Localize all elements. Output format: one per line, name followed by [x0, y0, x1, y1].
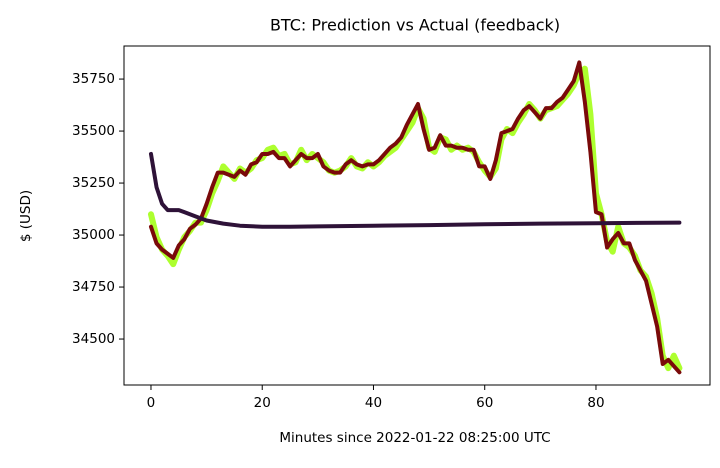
chart-title: BTC: Prediction vs Actual (feedback)	[270, 16, 560, 35]
y-tick-label: 34750	[72, 279, 115, 295]
y-tick-label: 35000	[72, 227, 115, 243]
y-axis-label: $ (USD)	[18, 190, 34, 242]
series-line	[148, 60, 682, 375]
y-tick-label: 35750	[72, 71, 115, 87]
axes-frame	[123, 45, 711, 386]
x-tick-label: 80	[587, 395, 604, 411]
x-axis-label: Minutes since 2022-01-22 08:25:00 UTC	[279, 430, 550, 446]
x-tick-label: 60	[476, 395, 493, 411]
y-tick-label: 35500	[72, 123, 115, 139]
plot-area	[147, 60, 683, 375]
y-tick-label: 35250	[72, 175, 115, 191]
x-tick-label: 0	[147, 395, 156, 411]
series-line	[148, 151, 682, 229]
x-tick-label: 40	[365, 395, 382, 411]
y-tick-label: 34500	[72, 331, 115, 347]
x-tick-label: 20	[254, 395, 271, 411]
